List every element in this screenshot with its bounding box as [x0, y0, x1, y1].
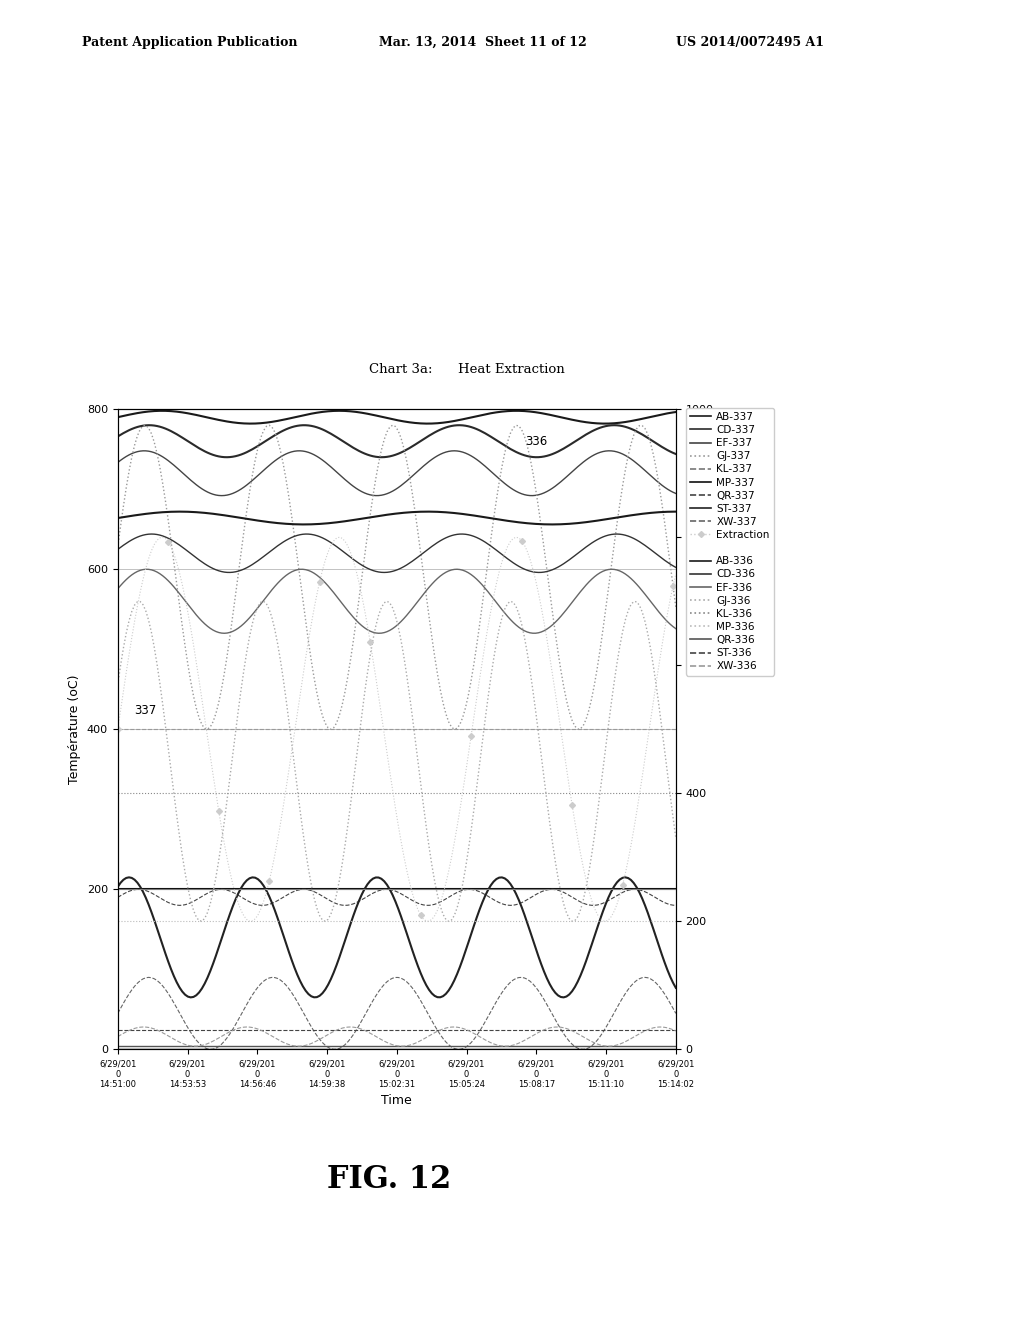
Text: FIG. 12: FIG. 12 [327, 1164, 452, 1195]
Text: Patent Application Publication: Patent Application Publication [82, 36, 297, 49]
Legend: AB-337, CD-337, EF-337, GJ-337, KL-337, MP-337, QR-337, ST-337, XW-337, Extracti: AB-337, CD-337, EF-337, GJ-337, KL-337, … [686, 408, 774, 676]
Text: Chart 3a:      Heat Extraction: Chart 3a: Heat Extraction [369, 363, 564, 376]
Y-axis label: Température (oC): Température (oC) [69, 675, 81, 784]
Text: US 2014/0072495 A1: US 2014/0072495 A1 [676, 36, 824, 49]
Text: Mar. 13, 2014  Sheet 11 of 12: Mar. 13, 2014 Sheet 11 of 12 [379, 36, 587, 49]
X-axis label: Time: Time [381, 1094, 413, 1107]
Text: 337: 337 [134, 704, 157, 717]
Text: 336: 336 [525, 434, 548, 447]
